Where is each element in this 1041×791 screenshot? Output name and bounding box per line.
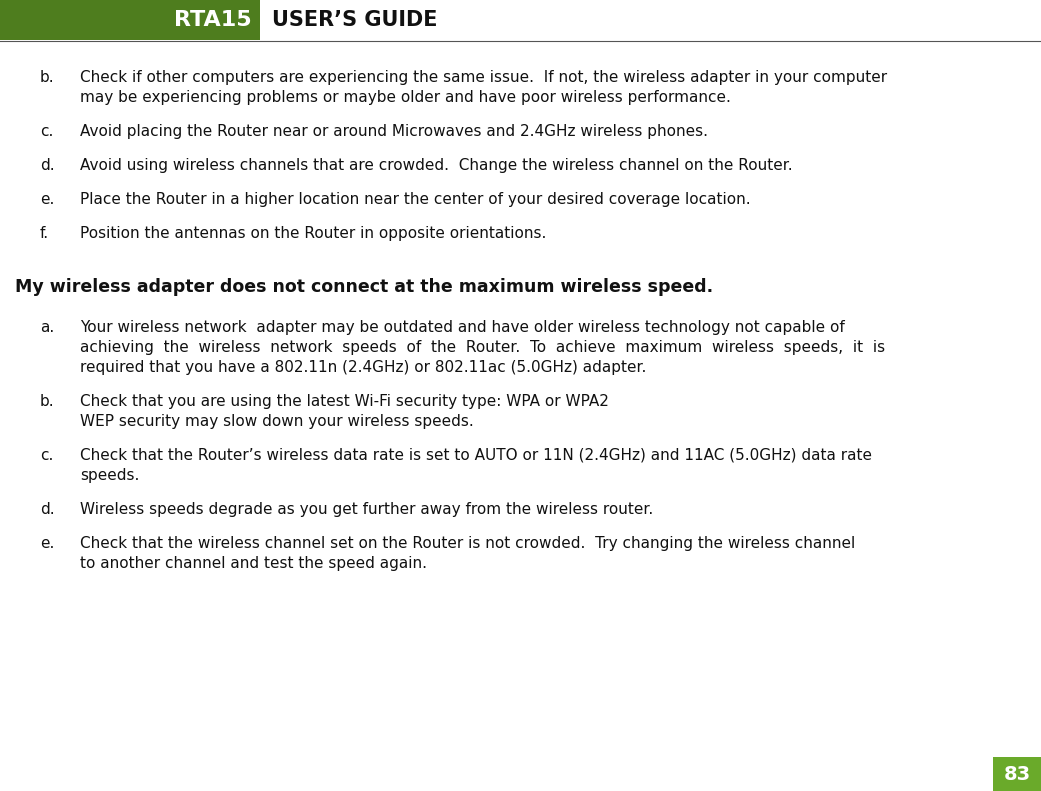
Text: a.: a. (40, 320, 54, 335)
Text: WEP security may slow down your wireless speeds.: WEP security may slow down your wireless… (80, 414, 474, 429)
Text: c.: c. (40, 448, 53, 463)
Text: Check that the wireless channel set on the Router is not crowded.  Try changing : Check that the wireless channel set on t… (80, 536, 856, 551)
Text: may be experiencing problems or maybe older and have poor wireless performance.: may be experiencing problems or maybe ol… (80, 90, 731, 105)
Bar (260, 0, 1041, 40)
Text: RTA15: RTA15 (175, 10, 252, 30)
Bar (993, 757, 1041, 791)
Text: USER’S GUIDE: USER’S GUIDE (272, 10, 437, 30)
Text: c.: c. (40, 124, 53, 139)
Text: Your wireless network  adapter may be outdated and have older wireless technolog: Your wireless network adapter may be out… (80, 320, 844, 335)
Text: speeds.: speeds. (80, 468, 139, 483)
Text: achieving  the  wireless  network  speeds  of  the  Router.  To  achieve  maximu: achieving the wireless network speeds of… (80, 340, 885, 355)
Text: b.: b. (40, 394, 54, 409)
Text: e.: e. (40, 192, 54, 207)
Text: d.: d. (40, 502, 54, 517)
Text: b.: b. (40, 70, 54, 85)
Text: Wireless speeds degrade as you get further away from the wireless router.: Wireless speeds degrade as you get furth… (80, 502, 654, 517)
Text: to another channel and test the speed again.: to another channel and test the speed ag… (80, 556, 427, 571)
Text: Place the Router in a higher location near the center of your desired coverage l: Place the Router in a higher location ne… (80, 192, 751, 207)
Text: f.: f. (40, 226, 49, 241)
Text: My wireless adapter does not connect at the maximum wireless speed.: My wireless adapter does not connect at … (15, 278, 713, 296)
Text: d.: d. (40, 158, 54, 173)
Text: Avoid placing the Router near or around Microwaves and 2.4GHz wireless phones.: Avoid placing the Router near or around … (80, 124, 708, 139)
Text: Check that you are using the latest Wi-Fi security type: WPA or WPA2: Check that you are using the latest Wi-F… (80, 394, 609, 409)
Bar (0, 0, 260, 40)
Text: required that you have a 802.11n (2.4GHz) or 802.11ac (5.0GHz) adapter.: required that you have a 802.11n (2.4GHz… (80, 360, 646, 375)
Text: Position the antennas on the Router in opposite orientations.: Position the antennas on the Router in o… (80, 226, 547, 241)
Text: e.: e. (40, 536, 54, 551)
Text: 83: 83 (1004, 764, 1031, 784)
Text: Avoid using wireless channels that are crowded.  Change the wireless channel on : Avoid using wireless channels that are c… (80, 158, 792, 173)
Text: Check that the Router’s wireless data rate is set to AUTO or 11N (2.4GHz) and 11: Check that the Router’s wireless data ra… (80, 448, 872, 463)
Text: Check if other computers are experiencing the same issue.  If not, the wireless : Check if other computers are experiencin… (80, 70, 887, 85)
